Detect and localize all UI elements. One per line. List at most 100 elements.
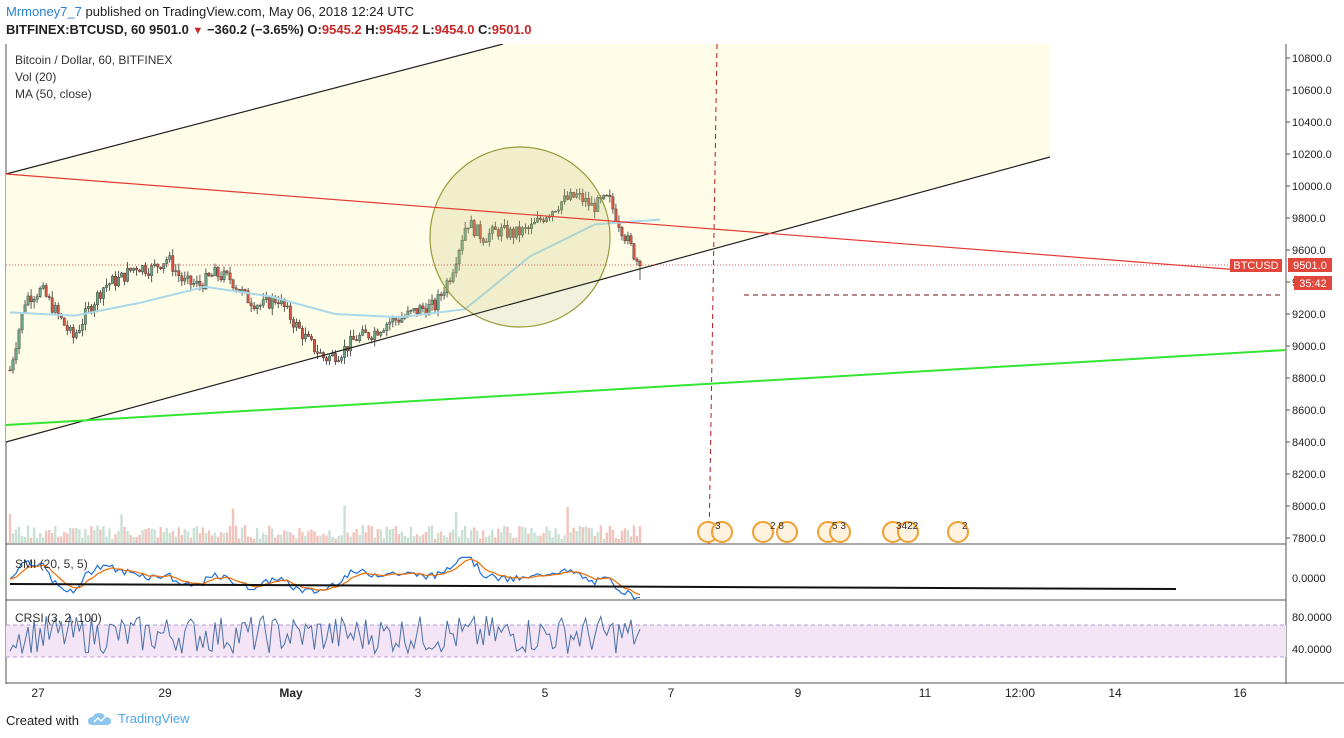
volume-bar [500, 532, 503, 543]
candle [373, 330, 377, 340]
volume-bar [280, 534, 283, 543]
candle [527, 227, 530, 229]
volume-bar [298, 528, 301, 543]
candle [216, 267, 220, 277]
candle [472, 220, 476, 236]
price-tick: 10000.0 [1292, 181, 1332, 193]
tradingview-cloud-icon [88, 712, 111, 725]
volume-bar [463, 525, 467, 543]
candle [478, 224, 482, 240]
candle [99, 292, 102, 299]
candle [174, 270, 178, 272]
candle [192, 283, 196, 285]
volume-bar [524, 527, 527, 543]
us-flag-icon [752, 521, 774, 543]
event-marker[interactable]: 2 [947, 521, 969, 543]
vertical-marker-line[interactable] [708, 44, 718, 545]
volume-bar [334, 538, 337, 543]
candle [288, 305, 292, 320]
candle [138, 269, 142, 273]
channel-lower-line[interactable] [5, 156, 1051, 443]
candle [80, 324, 84, 331]
time-tick: 3 [415, 686, 422, 700]
volume-bar [156, 537, 159, 543]
price-chart[interactable]: Bitcoin / Dollar, 60, BITFINEX Vol (20) … [0, 44, 1344, 700]
event-marker[interactable]: 3422 [882, 521, 919, 543]
ma-line [9, 218, 661, 319]
legend-title: Bitcoin / Dollar, 60, BITFINEX [15, 53, 172, 67]
event-count: 3422 [896, 521, 919, 532]
candle [213, 267, 217, 276]
volume-bar [255, 527, 259, 543]
candle [608, 195, 612, 198]
volume-bar [385, 526, 388, 543]
volume-bar [536, 535, 539, 543]
volume-bar [409, 526, 413, 543]
candle [533, 221, 536, 225]
candle [89, 306, 93, 313]
candle [225, 270, 229, 274]
volume-bar [469, 530, 473, 543]
candle [451, 272, 455, 282]
candle [222, 270, 226, 280]
candle [590, 202, 594, 206]
candle [584, 197, 588, 202]
volume-bar [141, 530, 144, 543]
chart-header: Mrmoney7_7 published on TradingView.com,… [0, 0, 1344, 44]
volume-bar [51, 532, 54, 543]
volume-bar [81, 537, 84, 543]
tradingview-brand[interactable]: TradingView [88, 711, 190, 726]
circle-annotation[interactable] [429, 146, 611, 328]
volume-bar [397, 534, 401, 543]
volume-bar [340, 535, 343, 543]
price-tick: 8400.0 [1292, 437, 1326, 449]
volume-bar [491, 529, 494, 543]
candle [168, 255, 172, 260]
volume-bar [418, 536, 422, 543]
candle [282, 299, 286, 307]
ohlc-line: BITFINEX:BTCUSD, 60 9501.0 ▼ −360.2 (−3.… [6, 22, 532, 37]
candle [364, 329, 368, 333]
candle [328, 355, 331, 362]
volume-bar [488, 535, 491, 543]
candle [596, 197, 600, 212]
red-trend-line[interactable] [5, 173, 1241, 271]
smi-trend-line[interactable] [9, 583, 1177, 590]
tradingview-label[interactable]: TradingView [118, 711, 190, 726]
volume-bar [454, 511, 458, 543]
volume-bar [599, 525, 603, 543]
candle [536, 217, 539, 223]
us-flag-icon [897, 521, 919, 543]
volume-bar [319, 535, 322, 543]
candle [267, 297, 271, 309]
volume-bar [608, 526, 612, 543]
volume-bar [225, 532, 229, 543]
event-marker[interactable]: 5 3 [817, 521, 851, 543]
volume-bar [237, 538, 241, 543]
candle [111, 276, 114, 284]
volume-bar [403, 535, 407, 543]
candle [50, 297, 54, 313]
author-link[interactable]: Mrmoney7_7 [6, 4, 82, 19]
volume-bar [213, 532, 217, 543]
candle [493, 226, 497, 230]
event-marker[interactable]: 2 8 [752, 521, 798, 543]
volume-bar [391, 528, 395, 543]
event-marker[interactable]: 3 [697, 521, 733, 543]
volume-bar [41, 537, 45, 543]
candle [436, 294, 440, 311]
candle [385, 323, 389, 331]
symbol-badge-text: BTCUSD [1233, 260, 1278, 272]
green-trend-line[interactable] [5, 349, 1287, 426]
candle [249, 302, 253, 307]
volume-bar [111, 538, 114, 543]
candle [614, 208, 618, 222]
volume-bar [246, 536, 250, 543]
open-label: O: [307, 22, 322, 37]
volume-bar [29, 537, 33, 543]
volume-bar [626, 530, 630, 543]
volume-bar [557, 534, 560, 543]
channel-upper-line[interactable] [5, 44, 504, 175]
legend-smi: SMI (20, 5, 5) [15, 557, 88, 571]
smi-line [9, 556, 641, 600]
